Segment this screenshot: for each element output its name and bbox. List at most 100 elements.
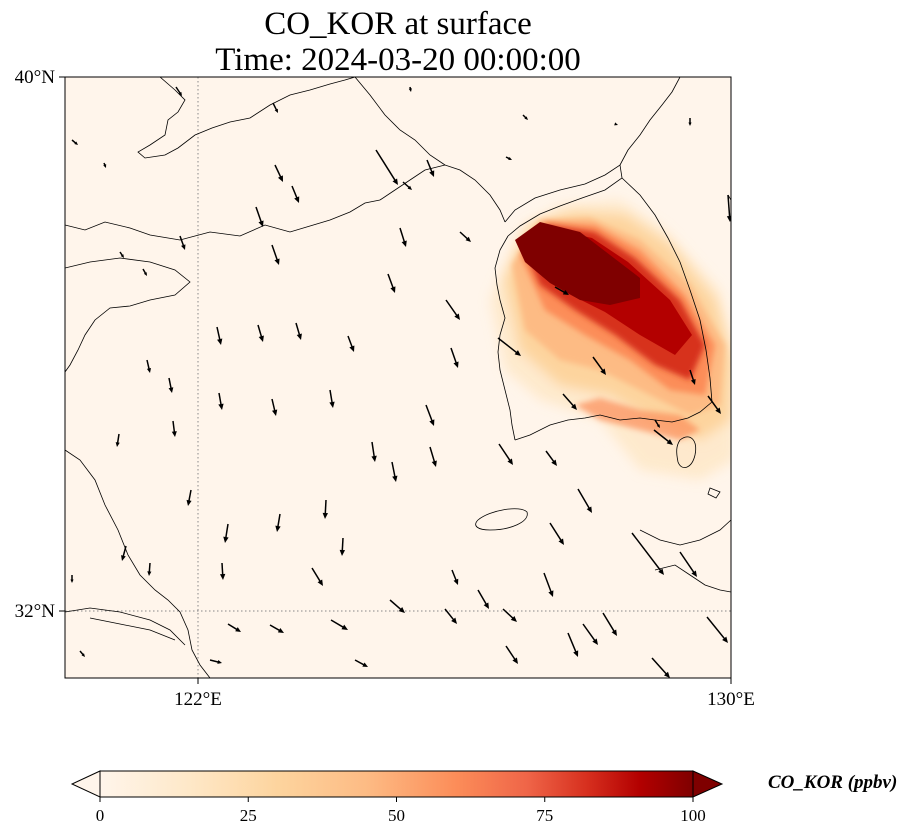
wind-arrow [171,420,177,437]
wind-arrow [549,522,564,545]
wind-arrow [543,572,554,597]
wind-arrow [274,164,283,182]
wind-arrow [706,616,728,643]
wind-arrow [592,356,606,375]
wind-arrow [371,441,377,462]
wind-arrow [186,489,192,506]
colorbar-ticks: 0 25 50 75 100 [96,797,706,825]
wind-arrow [271,244,280,265]
wind-arrow [477,589,489,609]
wind-arrow [255,206,264,227]
wind-arrow [142,268,147,276]
wind-arrow [354,659,368,667]
wind-arrow [146,359,151,373]
wind-arrow [168,377,174,393]
map-frame [64,76,732,679]
wind-arrow [689,369,696,385]
lon-tick-label: 130°E [707,689,755,710]
wind-arrow [426,159,435,177]
wind-arrow [614,122,618,126]
wind-arrow [498,443,513,465]
wind-arrow [223,523,229,543]
co-concentration-field [490,200,731,480]
wind-arrow [505,156,512,160]
wind-arrow [505,645,518,664]
lat-tick-label: 32°N [15,601,56,622]
wind-arrow [653,429,673,445]
wind-arrow [121,545,127,561]
gridlines [65,77,731,678]
wind-arrow [522,114,528,120]
wind-arrow [227,623,241,632]
wind-arrow [79,650,85,657]
wind-arrow [311,567,323,586]
wind-arrow [554,286,569,295]
wind-arrow [651,657,670,678]
lon-tick-label: 122°E [174,689,222,710]
wind-arrow [502,608,517,622]
lat-tick-label: 40°N [15,67,56,88]
wind-arrow [103,162,107,168]
wind-arrow [459,231,471,242]
wind-arrow [631,532,664,575]
wind-arrow [562,393,577,410]
wind-arrow [497,337,521,356]
wind-arrow [408,86,412,92]
wind-vectors [70,86,731,678]
wind-arrow [602,612,617,636]
wind-arrow [272,102,278,113]
map-panel: 40°N 32°N 122°E 130°E [15,67,755,710]
wind-arrow [115,433,120,447]
wind-arrow [577,488,592,513]
wind-arrow [269,624,284,633]
wind-arrow [275,513,281,532]
wind-arrow [425,404,435,426]
colorbar-extend-max [692,770,724,798]
wind-arrow [175,86,182,96]
colorbar-tick-label: 25 [240,806,257,825]
wind-arrow [545,450,557,466]
wind-arrow [726,194,731,222]
wind-arrow [322,499,329,519]
wind-arrow [70,575,74,583]
wind-arrow [330,619,348,630]
wind-arrow [257,324,264,342]
wind-arrow [450,347,459,368]
colorbar-tick-label: 75 [536,806,553,825]
wind-arrow [71,139,78,145]
wind-arrow [179,235,186,250]
wind-arrow [147,562,152,576]
wind-arrow [271,398,278,416]
colorbar-gradient [100,771,693,797]
axis-ticks [59,76,732,684]
wind-arrow [291,185,300,203]
wind-arrow [444,608,457,624]
wind-arrow [295,322,302,340]
map-title: CO_KOR at surface [264,6,532,42]
colorbar-label: CO_KOR (ppbv) [768,772,897,793]
wind-arrow [451,569,459,585]
colorbar-extend-min [70,770,101,798]
wind-arrow [679,551,697,577]
wind-arrow [347,335,355,352]
wind-arrow [389,599,405,613]
wind-arrow [654,419,660,428]
wind-arrow [429,446,437,467]
wind-arrow [216,326,223,345]
wind-arrow [688,118,692,126]
wind-arrow [219,562,226,580]
wind-arrow [375,149,398,185]
wind-arrow [119,251,124,258]
coastlines [65,77,731,678]
wind-arrow [399,227,407,247]
wind-arrow [707,395,721,414]
wind-arrow [387,273,396,293]
wind-arrow [329,389,335,408]
colorbar: 0 25 50 75 100 CO_KOR (ppbv) [70,770,897,825]
colorbar-tick-label: 50 [388,806,405,825]
wind-arrow [567,632,579,657]
wind-arrow [445,299,460,320]
colorbar-tick-label: 0 [96,806,105,825]
wind-arrow [209,659,222,664]
